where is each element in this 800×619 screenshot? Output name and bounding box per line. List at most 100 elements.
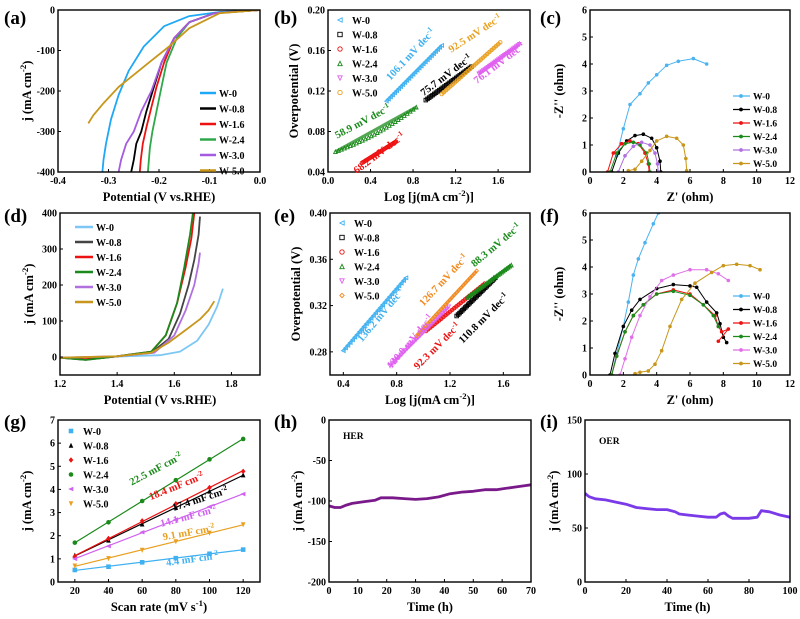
data-point (716, 339, 721, 344)
x-axis-label: Log [j(mA cm-2)] (385, 391, 475, 407)
legend-label: W-0 (219, 89, 237, 100)
y-tick-label: 1 (582, 344, 587, 355)
data-point (694, 285, 699, 290)
legend-label: W-5.0 (753, 160, 777, 170)
fit-line (74, 474, 244, 557)
legend-label: W-0 (354, 219, 372, 230)
legend-marker (68, 442, 74, 448)
x-tick-label: -0.4 (50, 176, 66, 187)
plot-area (585, 492, 790, 520)
series-w-5-0 (633, 262, 762, 375)
legend-marker (68, 486, 74, 492)
plot-area (72, 436, 246, 573)
y-tick-label: 4 (50, 485, 55, 496)
legend-label: W-3.0 (219, 151, 244, 162)
data-point (726, 278, 731, 283)
data-point (139, 547, 145, 553)
plot-area (605, 56, 709, 172)
plot-area (60, 213, 224, 361)
data-point (207, 488, 212, 494)
legend-label: W-0 (753, 293, 770, 303)
data-point (72, 553, 78, 560)
legend-label: W-0.8 (96, 238, 121, 249)
data-point (636, 257, 641, 261)
series-w-3-0 (476, 42, 522, 77)
legend-label: W-2.4 (83, 471, 108, 482)
panel-b: (b) 0.0 0.4 0.8 1.2 1.6 0.04 0.08 0.12 0.16 0.20 Lo… (274, 6, 531, 204)
y-tick-label: 6 (582, 209, 587, 220)
data-point (139, 521, 145, 527)
data-point (206, 504, 212, 510)
fit-line (334, 105, 418, 154)
x-tick-label: 1.6 (168, 379, 181, 390)
series-line (101, 10, 260, 172)
x-axis-label: Log [j(mA cm-2)] (384, 188, 474, 204)
data-point (631, 140, 636, 145)
data-point (648, 294, 652, 299)
data-point (638, 370, 642, 375)
data-point (353, 140, 359, 146)
data-point (711, 313, 716, 318)
legend-label: W-0.8 (753, 306, 777, 316)
legend-label: W-1.6 (219, 120, 244, 131)
x-tick-label: -0.2 (151, 176, 167, 187)
x-tick-label: 1.6 (497, 379, 510, 390)
legend-marker (339, 263, 345, 270)
series-w-2-4 (147, 10, 260, 172)
legend-marker (739, 348, 743, 352)
data-point (139, 529, 145, 535)
x-tick-label: 4 (654, 379, 659, 390)
y-tick-label: -400 (37, 168, 55, 179)
data-point (646, 81, 651, 85)
series-w-2-4 (60, 213, 194, 361)
y-tick-label: 0.36 (310, 255, 328, 266)
y-tick-label: 6 (50, 439, 55, 450)
series-w-0 (101, 10, 260, 172)
y-axis-label: j (mA cm-2) (289, 471, 305, 533)
series-line (87, 10, 260, 124)
y-axis-label: Overpotential (V) (287, 44, 301, 139)
y-tick-label: 0.28 (310, 347, 328, 358)
plot-frame (584, 419, 791, 583)
x-tick-label: 0.8 (390, 379, 403, 390)
x-tick-label: 40 (662, 586, 672, 597)
series-line (609, 141, 651, 172)
legend-marker (739, 161, 743, 166)
data-point (173, 517, 179, 522)
legend-marker (739, 148, 743, 152)
data-point (628, 139, 632, 143)
y-tick-label: 0.16 (308, 46, 326, 57)
panel-label: (i) (540, 412, 558, 433)
data-point (105, 543, 111, 549)
slope-annotation: 106.1 mV dec-1 (382, 24, 438, 83)
data-point (691, 56, 696, 61)
legend-label: W-0 (352, 16, 370, 27)
y-tick-label: 100 (567, 470, 582, 481)
y-tick-label: 0 (582, 168, 587, 179)
data-point (629, 335, 634, 340)
legend-marker (337, 31, 343, 38)
fit-line (440, 41, 502, 96)
data-point (716, 271, 721, 276)
y-tick-label: -50 (313, 456, 326, 467)
legend-label: W-5.0 (753, 360, 777, 370)
y-tick-label: -150 (308, 537, 326, 548)
data-point (748, 263, 752, 268)
legend-label: W-3.0 (753, 147, 777, 157)
series-w-0 (614, 56, 709, 158)
data-point (240, 468, 246, 475)
y-axis-label: j (mA cm-2) (18, 471, 34, 533)
y-tick-label: 0 (321, 416, 326, 427)
series-line (60, 288, 224, 359)
legend-label: W-2.4 (219, 136, 244, 147)
y-tick-label: 400 (42, 209, 57, 220)
x-tick-label: 100 (202, 586, 217, 597)
data-point (621, 324, 626, 329)
y-tick-label: 4 (582, 60, 587, 71)
y-tick-label: -200 (37, 87, 55, 98)
data-point (72, 567, 78, 573)
data-point (671, 282, 676, 287)
data-point (628, 102, 632, 107)
data-point (679, 297, 684, 302)
fit-line (74, 524, 244, 567)
